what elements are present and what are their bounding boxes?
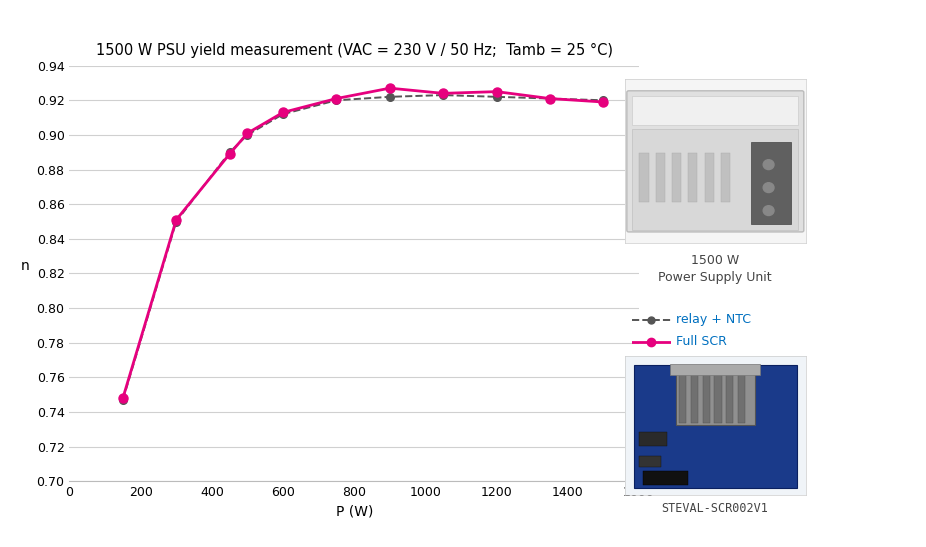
Circle shape — [763, 160, 774, 170]
Bar — [705, 153, 714, 202]
Y-axis label: n: n — [21, 259, 30, 274]
Bar — [640, 456, 661, 467]
X-axis label: P (W): P (W) — [335, 505, 373, 519]
Bar — [640, 153, 648, 202]
Bar — [644, 472, 688, 485]
Bar — [703, 373, 710, 422]
Circle shape — [763, 183, 774, 193]
Bar — [752, 142, 791, 224]
Text: Power Supply Unit: Power Supply Unit — [658, 271, 771, 284]
Bar — [632, 129, 798, 230]
Bar — [634, 365, 796, 488]
Bar — [632, 96, 798, 125]
Bar — [691, 373, 698, 422]
Circle shape — [763, 206, 774, 216]
Bar — [670, 364, 760, 375]
Bar — [656, 153, 665, 202]
Bar — [715, 373, 721, 422]
Bar — [688, 153, 697, 202]
FancyBboxPatch shape — [627, 91, 804, 232]
Text: STEVAL-SCR002V1: STEVAL-SCR002V1 — [661, 502, 769, 515]
Title: 1500 W PSU yield measurement (VAC = 230 V / 50 Hz;  Tamb = 25 °C): 1500 W PSU yield measurement (VAC = 230 … — [95, 43, 613, 57]
Bar — [738, 373, 745, 422]
Bar — [676, 370, 755, 426]
Bar — [726, 373, 733, 422]
Text: Full SCR: Full SCR — [676, 335, 727, 348]
Bar — [672, 153, 681, 202]
Text: 1500 W: 1500 W — [691, 254, 739, 267]
Bar — [720, 153, 730, 202]
Text: relay + NTC: relay + NTC — [676, 313, 751, 326]
Bar — [680, 373, 686, 422]
Bar — [640, 432, 667, 446]
